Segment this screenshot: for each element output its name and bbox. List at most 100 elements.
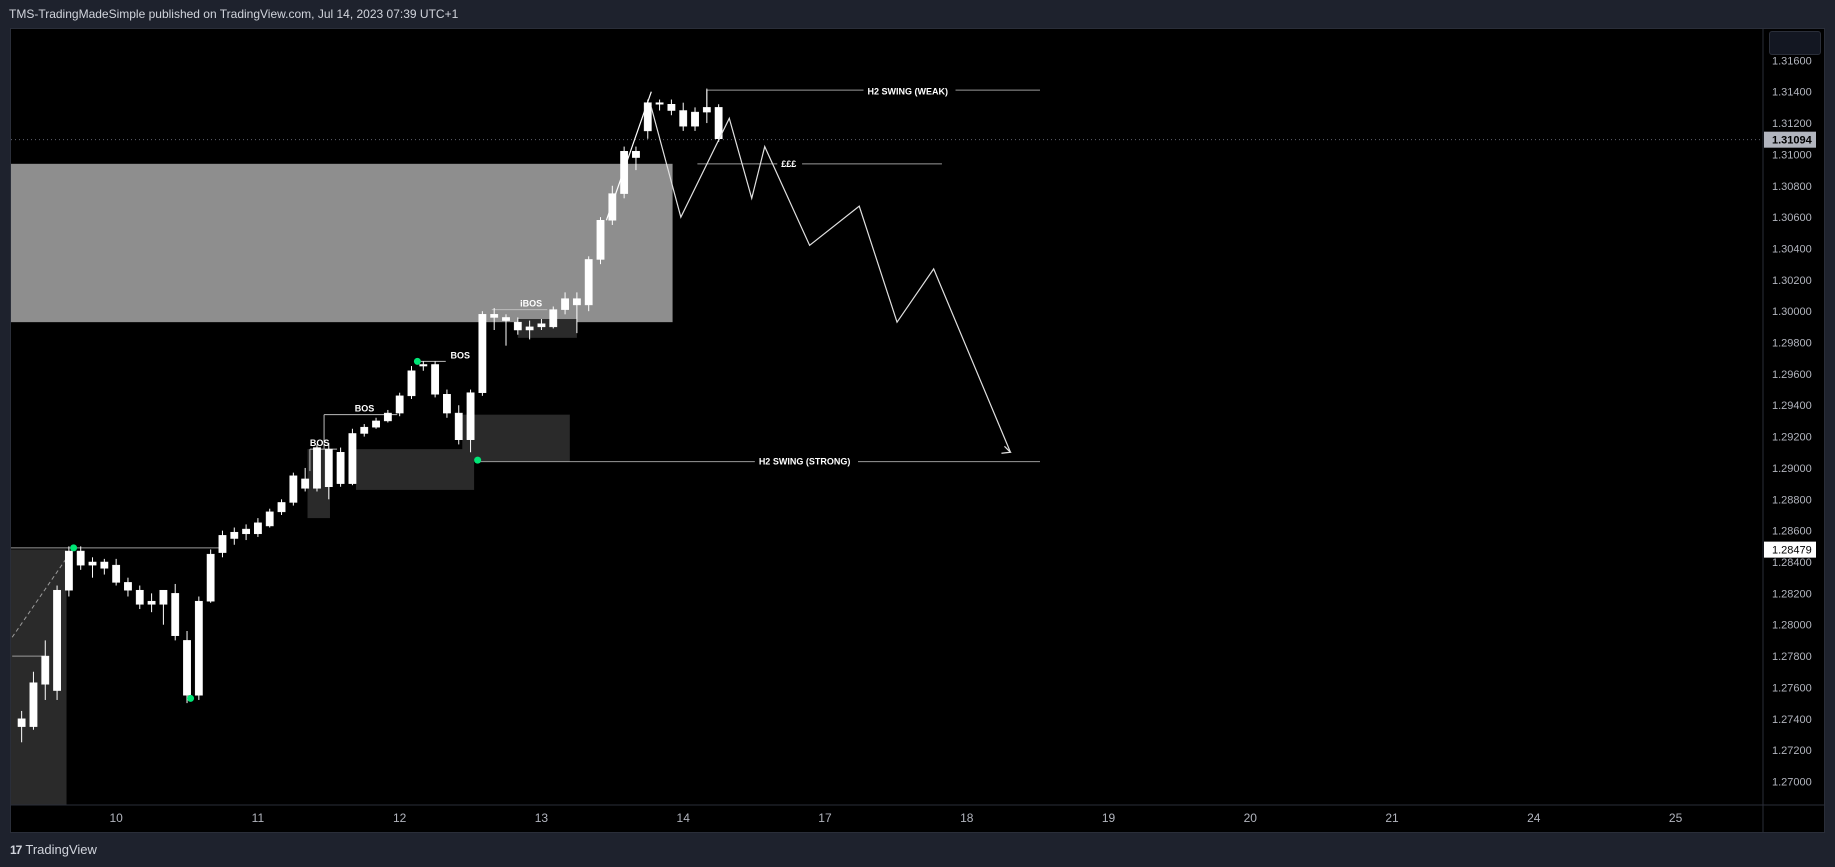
candle-body [691, 111, 699, 127]
candles-layer [17, 88, 723, 743]
tradingview-logo-icon: 17 [10, 843, 22, 857]
candle-body [478, 314, 487, 393]
x-tick-label: 11 [252, 811, 265, 825]
zone-box [462, 414, 570, 462]
candle-body [502, 317, 510, 321]
candle-body [537, 323, 546, 328]
candle-body [64, 550, 73, 591]
candle-body [277, 502, 286, 513]
candle-body [124, 582, 132, 591]
y-tick-label: 1.29400 [1772, 400, 1812, 412]
y-tick-label: 1.30000 [1772, 306, 1812, 318]
candle-body [112, 564, 121, 583]
projection-arrow-head [1001, 445, 1012, 454]
swing-point-marker [187, 694, 195, 702]
y-tick-label: 1.31400 [1772, 87, 1812, 99]
candle-body [383, 412, 392, 422]
annotation-label: H2 SWING (WEAK) [868, 87, 949, 97]
x-tick-label: 20 [1244, 811, 1258, 825]
swing-point-marker [474, 456, 482, 464]
zone-box [11, 163, 673, 323]
candle-body [313, 447, 321, 489]
candle-body [443, 394, 451, 414]
zones-layer [11, 163, 673, 805]
annotation-label: H2 SWING (STRONG) [759, 457, 851, 467]
x-tick-label: 25 [1669, 811, 1683, 825]
candle-body [29, 682, 38, 727]
candle-body [584, 259, 593, 306]
candle-body [242, 528, 251, 535]
candle-body [620, 151, 629, 194]
x-tick-label: 19 [1102, 811, 1116, 825]
candle-body [194, 600, 203, 696]
y-tick-label: 1.29200 [1772, 432, 1812, 444]
y-tick-label: 1.27800 [1772, 651, 1812, 663]
candle-body [348, 433, 357, 484]
candle-body [230, 531, 239, 539]
candle-body [372, 420, 380, 428]
candle-body [632, 151, 640, 158]
annotation-label: BOS [450, 350, 470, 360]
chart-settings-button[interactable] [1769, 31, 1821, 55]
annotation-label-bg [754, 455, 859, 468]
trend-line [605, 91, 652, 221]
x-tick-label: 10 [109, 811, 123, 825]
candle-body [336, 452, 345, 484]
candle-body [135, 589, 144, 605]
candle-body [253, 522, 262, 535]
projection-layer [605, 91, 1012, 454]
y-tick-label: 1.29800 [1772, 338, 1812, 350]
marked-price-label: 1.28479 [1772, 545, 1812, 557]
candle-body [490, 314, 499, 318]
candle-body [301, 478, 310, 489]
candle-body [513, 321, 522, 331]
annotation-label: BOS [310, 438, 330, 448]
candle-body [431, 364, 440, 395]
y-tick-label: 1.27400 [1772, 714, 1812, 726]
y-axis: 1.27000 1.27200 1.27400 1.27600 1.27800 1.280… [1762, 29, 1816, 832]
y-tick-label: 1.29000 [1772, 463, 1812, 475]
current-price-tag [1764, 131, 1816, 148]
candle-body [419, 364, 428, 367]
y-tick-label: 1.30400 [1772, 243, 1812, 255]
y-tick-label: 1.31000 [1772, 149, 1812, 161]
candle-body [655, 102, 664, 105]
candle-body [561, 298, 569, 310]
candle-body [147, 600, 156, 605]
y-tick-label: 1.27600 [1772, 682, 1812, 694]
y-tick-label: 1.30200 [1772, 275, 1812, 287]
annotation-label-bg [777, 157, 803, 170]
candle-body [206, 553, 215, 602]
y-tick-label: 1.28000 [1772, 620, 1812, 632]
x-tick-label: 14 [677, 811, 691, 825]
candle-body [159, 589, 168, 605]
candle-body [218, 535, 227, 553]
swing-point-marker [70, 544, 78, 552]
candle-body [88, 561, 97, 566]
candle-body [466, 392, 475, 440]
y-tick-label: 1.27200 [1772, 745, 1812, 757]
candle-body [667, 103, 676, 111]
candle-body [525, 326, 534, 331]
x-tick-label: 21 [1385, 811, 1399, 825]
y-tick-label: 1.30600 [1772, 212, 1812, 224]
annotation-label: BOS [355, 404, 375, 414]
candle-body [324, 448, 333, 488]
candle-body [549, 309, 558, 328]
candle-body [289, 475, 298, 503]
candle-body [679, 110, 688, 127]
candle-body [183, 640, 191, 696]
y-tick-label: 1.28200 [1772, 588, 1812, 600]
annotation-label: iBOS [520, 299, 542, 309]
marked-price-tag [1764, 541, 1816, 558]
chart-header-title: TMS-TradingMadeSimple published on Tradi… [9, 7, 459, 21]
swing-point-marker [413, 357, 421, 365]
current-price-label: 1.31094 [1772, 135, 1813, 147]
candle-body [41, 655, 50, 685]
candle-body [265, 511, 274, 527]
y-tick-label: 1.28400 [1772, 557, 1812, 569]
annotations-layer: BOS BOS BOS iBOS H2 SWING (WEAK) £££ H2 SWING … [70, 85, 956, 702]
footer-brand[interactable]: 17 TradingView [10, 841, 97, 859]
projection-path [650, 107, 1012, 453]
